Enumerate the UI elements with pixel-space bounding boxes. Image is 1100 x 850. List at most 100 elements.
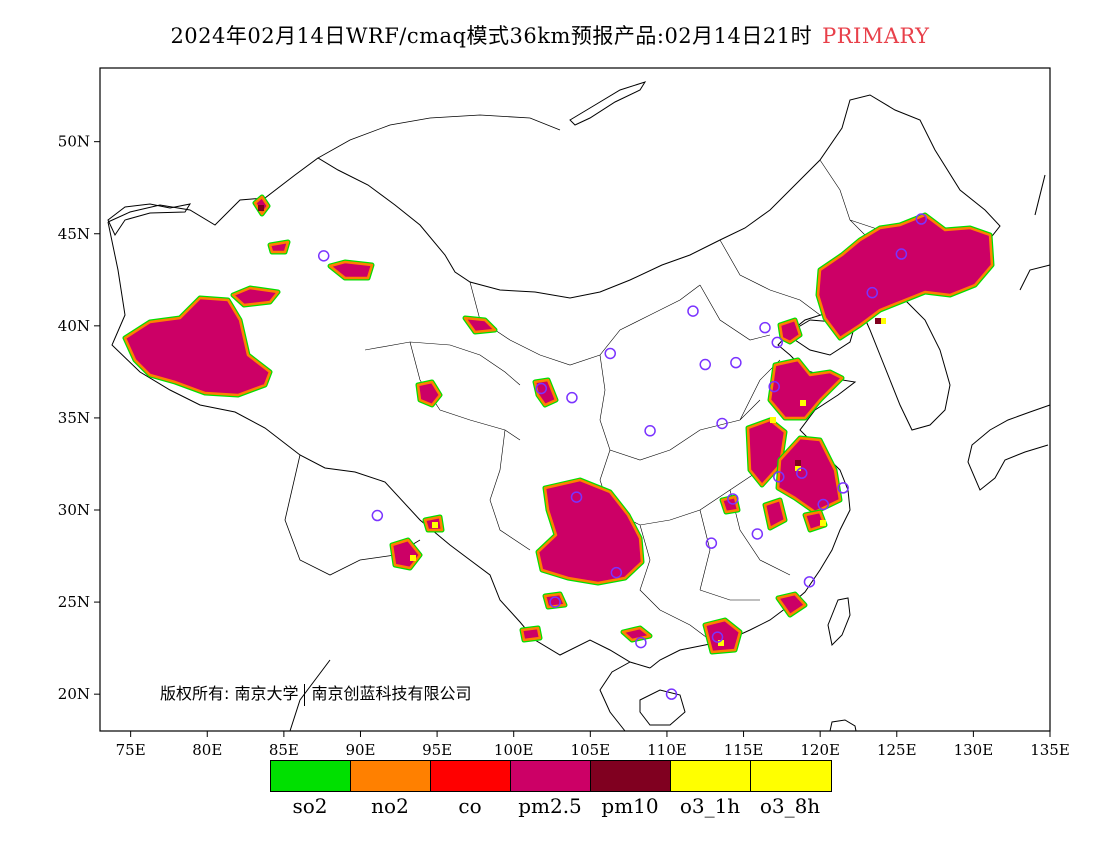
- china-border-south: [107, 221, 651, 669]
- x-tick-label: 105E: [571, 741, 611, 759]
- x-tick-label: 75E: [116, 741, 146, 759]
- station-markers: [317, 213, 928, 700]
- o3-cell: [880, 318, 886, 324]
- japan: [967, 264, 1051, 491]
- station-marker: [768, 380, 780, 393]
- y-tick-label: 30N: [58, 501, 90, 519]
- legend-label: o3_8h: [759, 794, 821, 818]
- station-marker: [727, 493, 739, 505]
- x-tick-label: 85E: [269, 741, 299, 759]
- legend-label: co: [458, 794, 482, 818]
- o3-cell: [432, 522, 438, 528]
- y-tick-label: 20N: [58, 685, 90, 703]
- station-marker: [759, 321, 771, 334]
- pm25-field-edge: [520, 626, 542, 642]
- pm25-field-edge: [768, 358, 844, 420]
- philippines: [829, 719, 857, 732]
- sakhalin: [1034, 174, 1046, 216]
- station-marker: [796, 467, 808, 479]
- legend-label: pm2.5: [518, 794, 582, 818]
- o3-cell: [795, 465, 801, 471]
- station-marker: [644, 425, 656, 437]
- pm25-field-edge: [416, 380, 442, 407]
- station-marker: [610, 566, 623, 579]
- station-marker: [866, 286, 879, 299]
- taiwan: [827, 597, 851, 647]
- pm25-field-edge: [621, 626, 652, 642]
- x-tick-label: 95E: [422, 741, 452, 759]
- x-tick-label: 135E: [1030, 741, 1070, 759]
- bohai-bay: [789, 311, 856, 356]
- pm10-cell: [795, 460, 801, 466]
- title-text: 2024年02月14日WRF/cmaq模式36km预报产品:02月14日21时: [170, 24, 813, 48]
- map-geography: [107, 81, 1051, 732]
- kazakh-lake: [107, 203, 192, 237]
- legend-label: o3_1h: [679, 794, 741, 818]
- x-tick-label: 115E: [724, 741, 764, 759]
- lake-baikal: [569, 81, 647, 126]
- station-marker: [549, 596, 561, 608]
- pm25-field-edge: [776, 592, 807, 617]
- station-marker: [687, 305, 699, 317]
- station-marker: [730, 356, 742, 369]
- station-marker: [817, 498, 829, 511]
- pm25-field-edge: [776, 436, 842, 514]
- o3-cell: [718, 640, 724, 646]
- copyright-part1: 版权所有: 南京大学: [160, 684, 299, 703]
- pm25-field-edge: [763, 498, 787, 530]
- station-marker: [566, 391, 578, 404]
- legend-label: pm10: [601, 794, 659, 818]
- station-marker: [895, 248, 908, 260]
- station-marker: [665, 688, 678, 700]
- copyright-notice: 版权所有: 南京大学 南京创蓝科技有限公司: [160, 680, 472, 706]
- map-title: 2024年02月14日WRF/cmaq模式36km预报产品:02月14日21时 P…: [0, 20, 1100, 50]
- x-tick-label: 100E: [494, 741, 534, 759]
- pm25-field-edge: [543, 592, 567, 609]
- station-marker: [711, 631, 724, 643]
- station-marker: [604, 347, 616, 360]
- o3-cell: [800, 400, 806, 406]
- o3-cell: [770, 417, 776, 423]
- station-marker: [915, 213, 928, 225]
- hainan: [639, 689, 686, 726]
- pm25-field-edge: [328, 260, 374, 280]
- legend-swatch-so2: [271, 761, 351, 791]
- station-marker: [803, 576, 816, 588]
- station-marker: [317, 250, 330, 262]
- station-marker: [771, 336, 784, 349]
- legend-swatch-co: [431, 761, 511, 791]
- station-marker: [699, 358, 711, 371]
- axis-ticks: 75E 80E 85E 90E 95E 100E 105E 110E 115E 120E 125E 1…: [58, 133, 1070, 759]
- station-marker: [535, 382, 548, 395]
- y-tick-label: 50N: [58, 133, 90, 151]
- mongolia-border: [317, 114, 561, 159]
- myanmar-coast: [289, 659, 331, 732]
- pm25-field-edge: [231, 286, 280, 307]
- station-marker: [751, 528, 764, 540]
- pm25-field-edge: [816, 213, 994, 340]
- copyright-part2: 南京创蓝科技有限公司: [311, 684, 472, 703]
- pollution-fields: [122, 194, 995, 655]
- pm25-field-edge: [463, 316, 497, 334]
- x-tick-label: 80E: [192, 741, 222, 759]
- legend-colorbar: [270, 760, 832, 792]
- x-tick-label: 130E: [954, 741, 994, 759]
- station-marker: [716, 417, 728, 430]
- pm25-field-edge: [533, 378, 558, 407]
- y-tick-label: 45N: [58, 225, 90, 243]
- o3-cell: [410, 555, 416, 561]
- y-tick-label: 25N: [58, 593, 90, 611]
- title-highlight: PRIMARY: [822, 24, 930, 48]
- x-tick-label: 125E: [877, 741, 917, 759]
- station-marker: [705, 537, 718, 549]
- station-marker: [635, 636, 647, 649]
- pm10-cell: [875, 318, 881, 324]
- copyright-separator: [304, 683, 306, 706]
- y-tick-label: 35N: [58, 409, 90, 427]
- legend-swatch-no2: [351, 761, 431, 791]
- station-marker: [837, 482, 849, 494]
- legend-swatch-o31h: [671, 761, 751, 791]
- vietnam-coast: [599, 661, 631, 732]
- station-marker: [570, 491, 583, 503]
